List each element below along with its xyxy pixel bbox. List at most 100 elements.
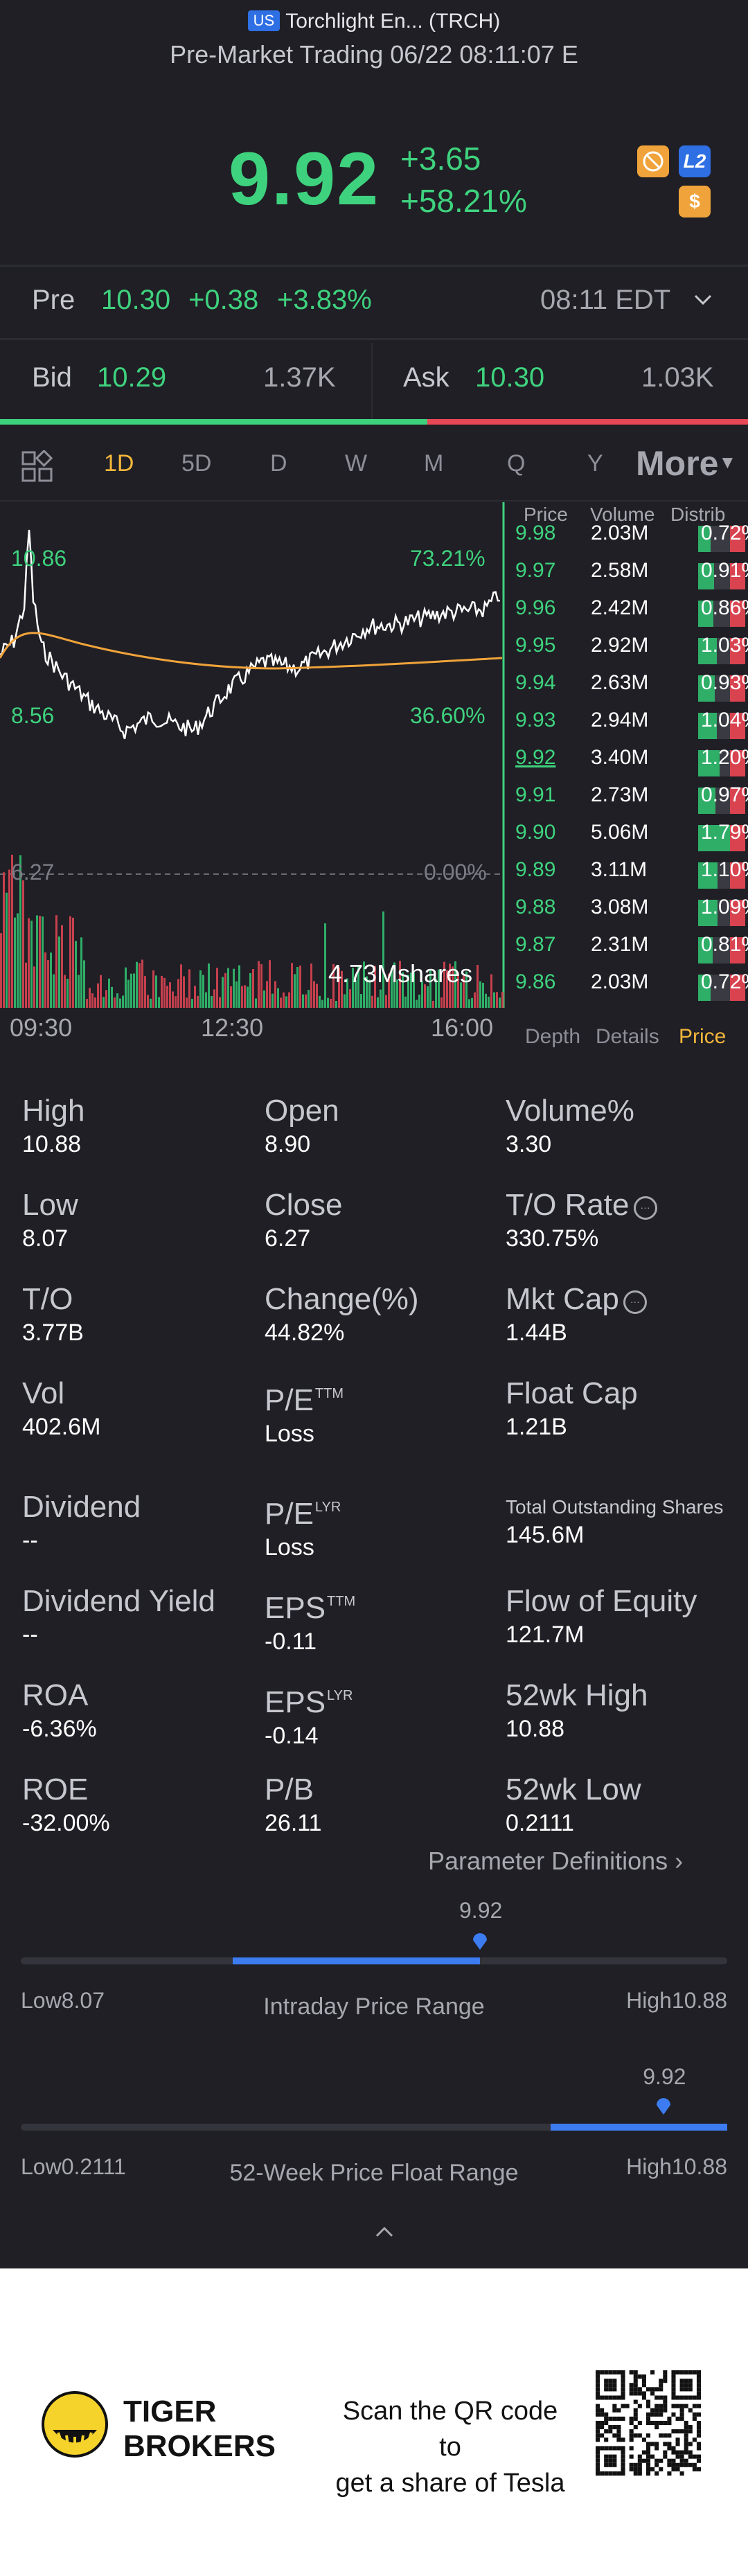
stat-pe-ttm: P/E TTM Loss bbox=[265, 1376, 500, 1449]
level2-icon[interactable]: L2 bbox=[679, 145, 711, 177]
row-price: 9.91 bbox=[515, 783, 556, 806]
volume-bar bbox=[199, 970, 202, 1008]
row-price: 9.98 bbox=[515, 522, 556, 544]
period-tabs: 1D 5D D W M Q Y More▼ bbox=[0, 429, 748, 499]
tab-more[interactable]: More▼ bbox=[636, 443, 736, 483]
tab-y[interactable]: Y bbox=[587, 450, 603, 477]
range-title: 52-Week Price Float Range bbox=[229, 2160, 519, 2186]
volume-bar bbox=[230, 986, 232, 1008]
row-pct: 0.81% bbox=[701, 933, 748, 956]
title-row[interactable]: US Torchlight En... (TRCH) bbox=[0, 10, 748, 33]
row-pct: 0.97% bbox=[701, 783, 748, 806]
chevron-down-icon[interactable] bbox=[693, 293, 713, 307]
no-ads-icon[interactable] bbox=[637, 145, 669, 177]
order-book-row: 9.93 2.94M 1.04% bbox=[513, 709, 748, 746]
row-volume: 2.42M bbox=[591, 596, 649, 619]
tab-5d[interactable]: 5D bbox=[181, 450, 212, 477]
chart-low-label: 8.56 bbox=[11, 703, 55, 728]
time-mid: 12:30 bbox=[201, 1013, 264, 1042]
range-high: High10.88 bbox=[626, 2154, 727, 2179]
volume-bar bbox=[402, 972, 404, 1008]
tab-1d[interactable]: 1D bbox=[104, 450, 134, 477]
volume-bar bbox=[186, 997, 188, 1008]
footer-tab-details[interactable]: Details bbox=[596, 1025, 659, 1048]
order-book-row: 9.89 3.11M 1.10% bbox=[513, 858, 748, 896]
volume-bar bbox=[166, 986, 168, 1008]
volume-bar bbox=[407, 975, 409, 1008]
row-pct: 1.09% bbox=[701, 896, 748, 918]
volume-bar bbox=[72, 917, 74, 1008]
footer-tab-price[interactable]: Price bbox=[679, 1025, 727, 1048]
volume-bar bbox=[75, 941, 77, 1008]
volume-bar bbox=[11, 855, 13, 1008]
stat-sup: TTM bbox=[327, 1594, 356, 1609]
volume-bar bbox=[316, 984, 318, 1008]
range-low: Low8.07 bbox=[21, 1988, 105, 2013]
volume-bar bbox=[58, 936, 60, 1008]
tab-w[interactable]: W bbox=[345, 450, 368, 477]
volume-bar bbox=[313, 981, 315, 1008]
stat-label: T/O bbox=[22, 1282, 73, 1316]
chart-high-label: 10.86 bbox=[11, 546, 67, 571]
tab-d[interactable]: D bbox=[270, 450, 287, 477]
volume-bar bbox=[490, 974, 492, 1008]
range-marker-icon bbox=[654, 2095, 673, 2115]
volume-bar bbox=[501, 991, 504, 1008]
parameter-definitions-link[interactable]: Parameter Definitions › bbox=[428, 1847, 683, 1876]
row-distribution-bar bbox=[698, 638, 745, 664]
stat-label: Total Outstanding Shares bbox=[506, 1496, 724, 1518]
dollar-icon[interactable]: $ bbox=[679, 186, 711, 217]
qr-code[interactable] bbox=[596, 2370, 701, 2476]
volume-bar bbox=[233, 968, 235, 1008]
divider bbox=[0, 265, 748, 267]
volume-bar bbox=[338, 967, 340, 1008]
volume-bar bbox=[457, 972, 459, 1008]
chevron-up-icon[interactable] bbox=[374, 2225, 395, 2239]
volume-bar bbox=[147, 995, 149, 1008]
volume-bar bbox=[399, 961, 401, 1008]
stat-label: Dividend bbox=[22, 1490, 141, 1524]
average-price-line bbox=[0, 632, 503, 670]
info-icon[interactable]: ··· bbox=[633, 1196, 657, 1220]
price-chart-svg bbox=[0, 502, 505, 1008]
stat-roe: ROE -32.00% bbox=[22, 1772, 258, 1838]
volume-bar bbox=[274, 981, 276, 1008]
volume-bar bbox=[150, 998, 152, 1008]
info-icon[interactable]: ··· bbox=[623, 1290, 647, 1314]
tab-m[interactable]: M bbox=[424, 450, 444, 477]
intraday-chart[interactable]: 10.86 73.21% 8.56 36.60% 6.27 0.00% 4.73… bbox=[0, 502, 506, 1056]
row-price: 9.95 bbox=[515, 634, 556, 657]
range-track bbox=[21, 1957, 727, 1964]
volume-bar bbox=[302, 994, 304, 1008]
stat-label: Close bbox=[265, 1188, 343, 1222]
volume-bar bbox=[197, 995, 199, 1008]
range-title: Intraday Price Range bbox=[263, 1993, 485, 2020]
range-high: High10.88 bbox=[626, 1988, 727, 2013]
stat-value: 3.30 bbox=[506, 1131, 552, 1157]
tab-q[interactable]: Q bbox=[507, 450, 526, 477]
stat-to: T/O 3.77B bbox=[22, 1281, 258, 1348]
volume-bar bbox=[404, 996, 407, 1008]
volume-bar bbox=[163, 977, 166, 1008]
tiger-logo bbox=[42, 2391, 108, 2458]
volume-bar bbox=[205, 992, 207, 1008]
volume-bar bbox=[61, 925, 63, 1008]
layout-grid-icon[interactable] bbox=[21, 450, 54, 483]
price-distribution-table: Price Volume Distrib 9.98 2.03M 0.72% 9.97 2… bbox=[513, 502, 748, 1056]
week52-range: 9.92 Low0.2111 52-Week Price Float Range… bbox=[0, 2064, 748, 2203]
volume-bar bbox=[180, 964, 182, 1008]
stat-value: 0.2111 bbox=[506, 1810, 574, 1836]
caret-down-icon: ▼ bbox=[718, 452, 737, 472]
stat-value: 10.88 bbox=[22, 1131, 82, 1157]
range-current: 9.92 bbox=[459, 1898, 503, 1923]
volume-bar bbox=[213, 989, 215, 1008]
footer-tab-depth[interactable]: Depth bbox=[525, 1025, 581, 1048]
stat-roa: ROA -6.36% bbox=[22, 1678, 258, 1744]
header-volume: Volume bbox=[590, 504, 655, 525]
order-book-row: 9.88 3.08M 1.09% bbox=[513, 896, 748, 933]
row-pct: 1.10% bbox=[701, 858, 748, 881]
pre-market-row[interactable]: Pre 10.30 +0.38 +3.83% 08:11 EDT bbox=[0, 267, 748, 337]
stat-value: 3.77B bbox=[22, 1320, 84, 1346]
volume-bar bbox=[324, 923, 326, 1008]
volume-bar bbox=[485, 993, 487, 1008]
